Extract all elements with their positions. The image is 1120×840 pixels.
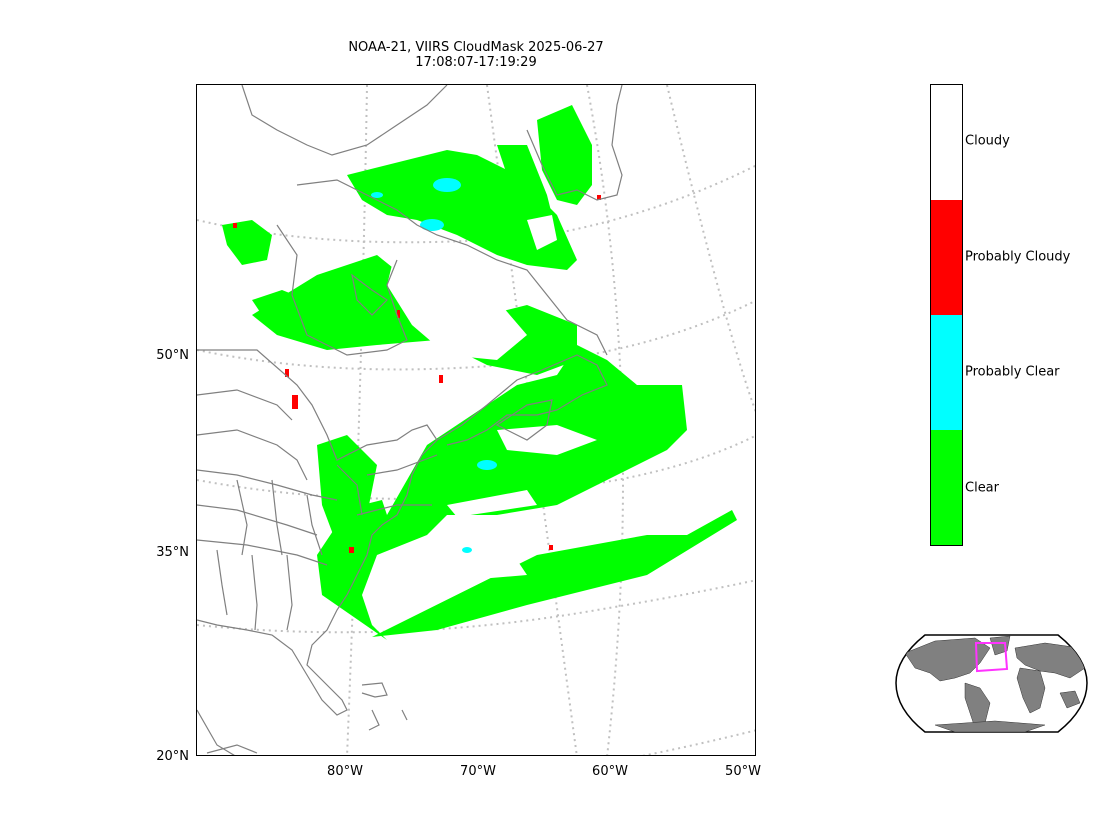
map-svg [197, 85, 755, 755]
legend-label-cloudy: Cloudy [965, 133, 1010, 149]
world-locator-inset [895, 633, 1088, 734]
inset-region-box [974, 642, 1009, 673]
legend-label-clear: Clear [965, 480, 999, 496]
legend-label-probably-clear: Probably Clear [965, 364, 1060, 380]
legend-label-probably-cloudy: Probably Cloudy [965, 249, 1071, 265]
graticule-lat-35 [197, 579, 755, 634]
inset-svg [895, 634, 1088, 733]
cloud-mask-cloudy [387, 215, 597, 580]
lon-label-60w: 60°W [592, 764, 628, 779]
graticule-lon-50 [666, 85, 755, 413]
cloud-mask-probably-clear [371, 178, 497, 553]
inset-land [904, 635, 1086, 732]
graticule-lat-20 [641, 729, 755, 755]
map-title: NOAA-21, VIIRS CloudMask 2025-06-27 17:0… [196, 40, 756, 70]
title-line-2: 17:08:07-17:19:29 [415, 55, 537, 70]
graticule-lon-80 [346, 85, 368, 755]
graticule-lat-42 [197, 434, 755, 500]
lon-label-80w: 80°W [327, 764, 363, 779]
legend-swatch-probably-cloudy [931, 200, 962, 315]
title-line-1: NOAA-21, VIIRS CloudMask 2025-06-27 [348, 40, 604, 55]
legend-swatch-cloudy [931, 85, 962, 200]
lat-label-35: 35°N [156, 545, 189, 560]
cloud-mask-probably-cloudy [233, 195, 601, 553]
lat-label-20: 20°N [156, 749, 189, 764]
legend-swatch-clear [931, 430, 962, 545]
lon-label-70w: 70°W [460, 764, 496, 779]
legend-swatch-probably-clear [931, 315, 962, 430]
lon-label-50w: 50°W [725, 764, 761, 779]
lat-label-50: 50°N [156, 348, 189, 363]
legend-colorbar [930, 84, 963, 546]
map-panel [196, 84, 756, 756]
coastlines [197, 85, 623, 755]
